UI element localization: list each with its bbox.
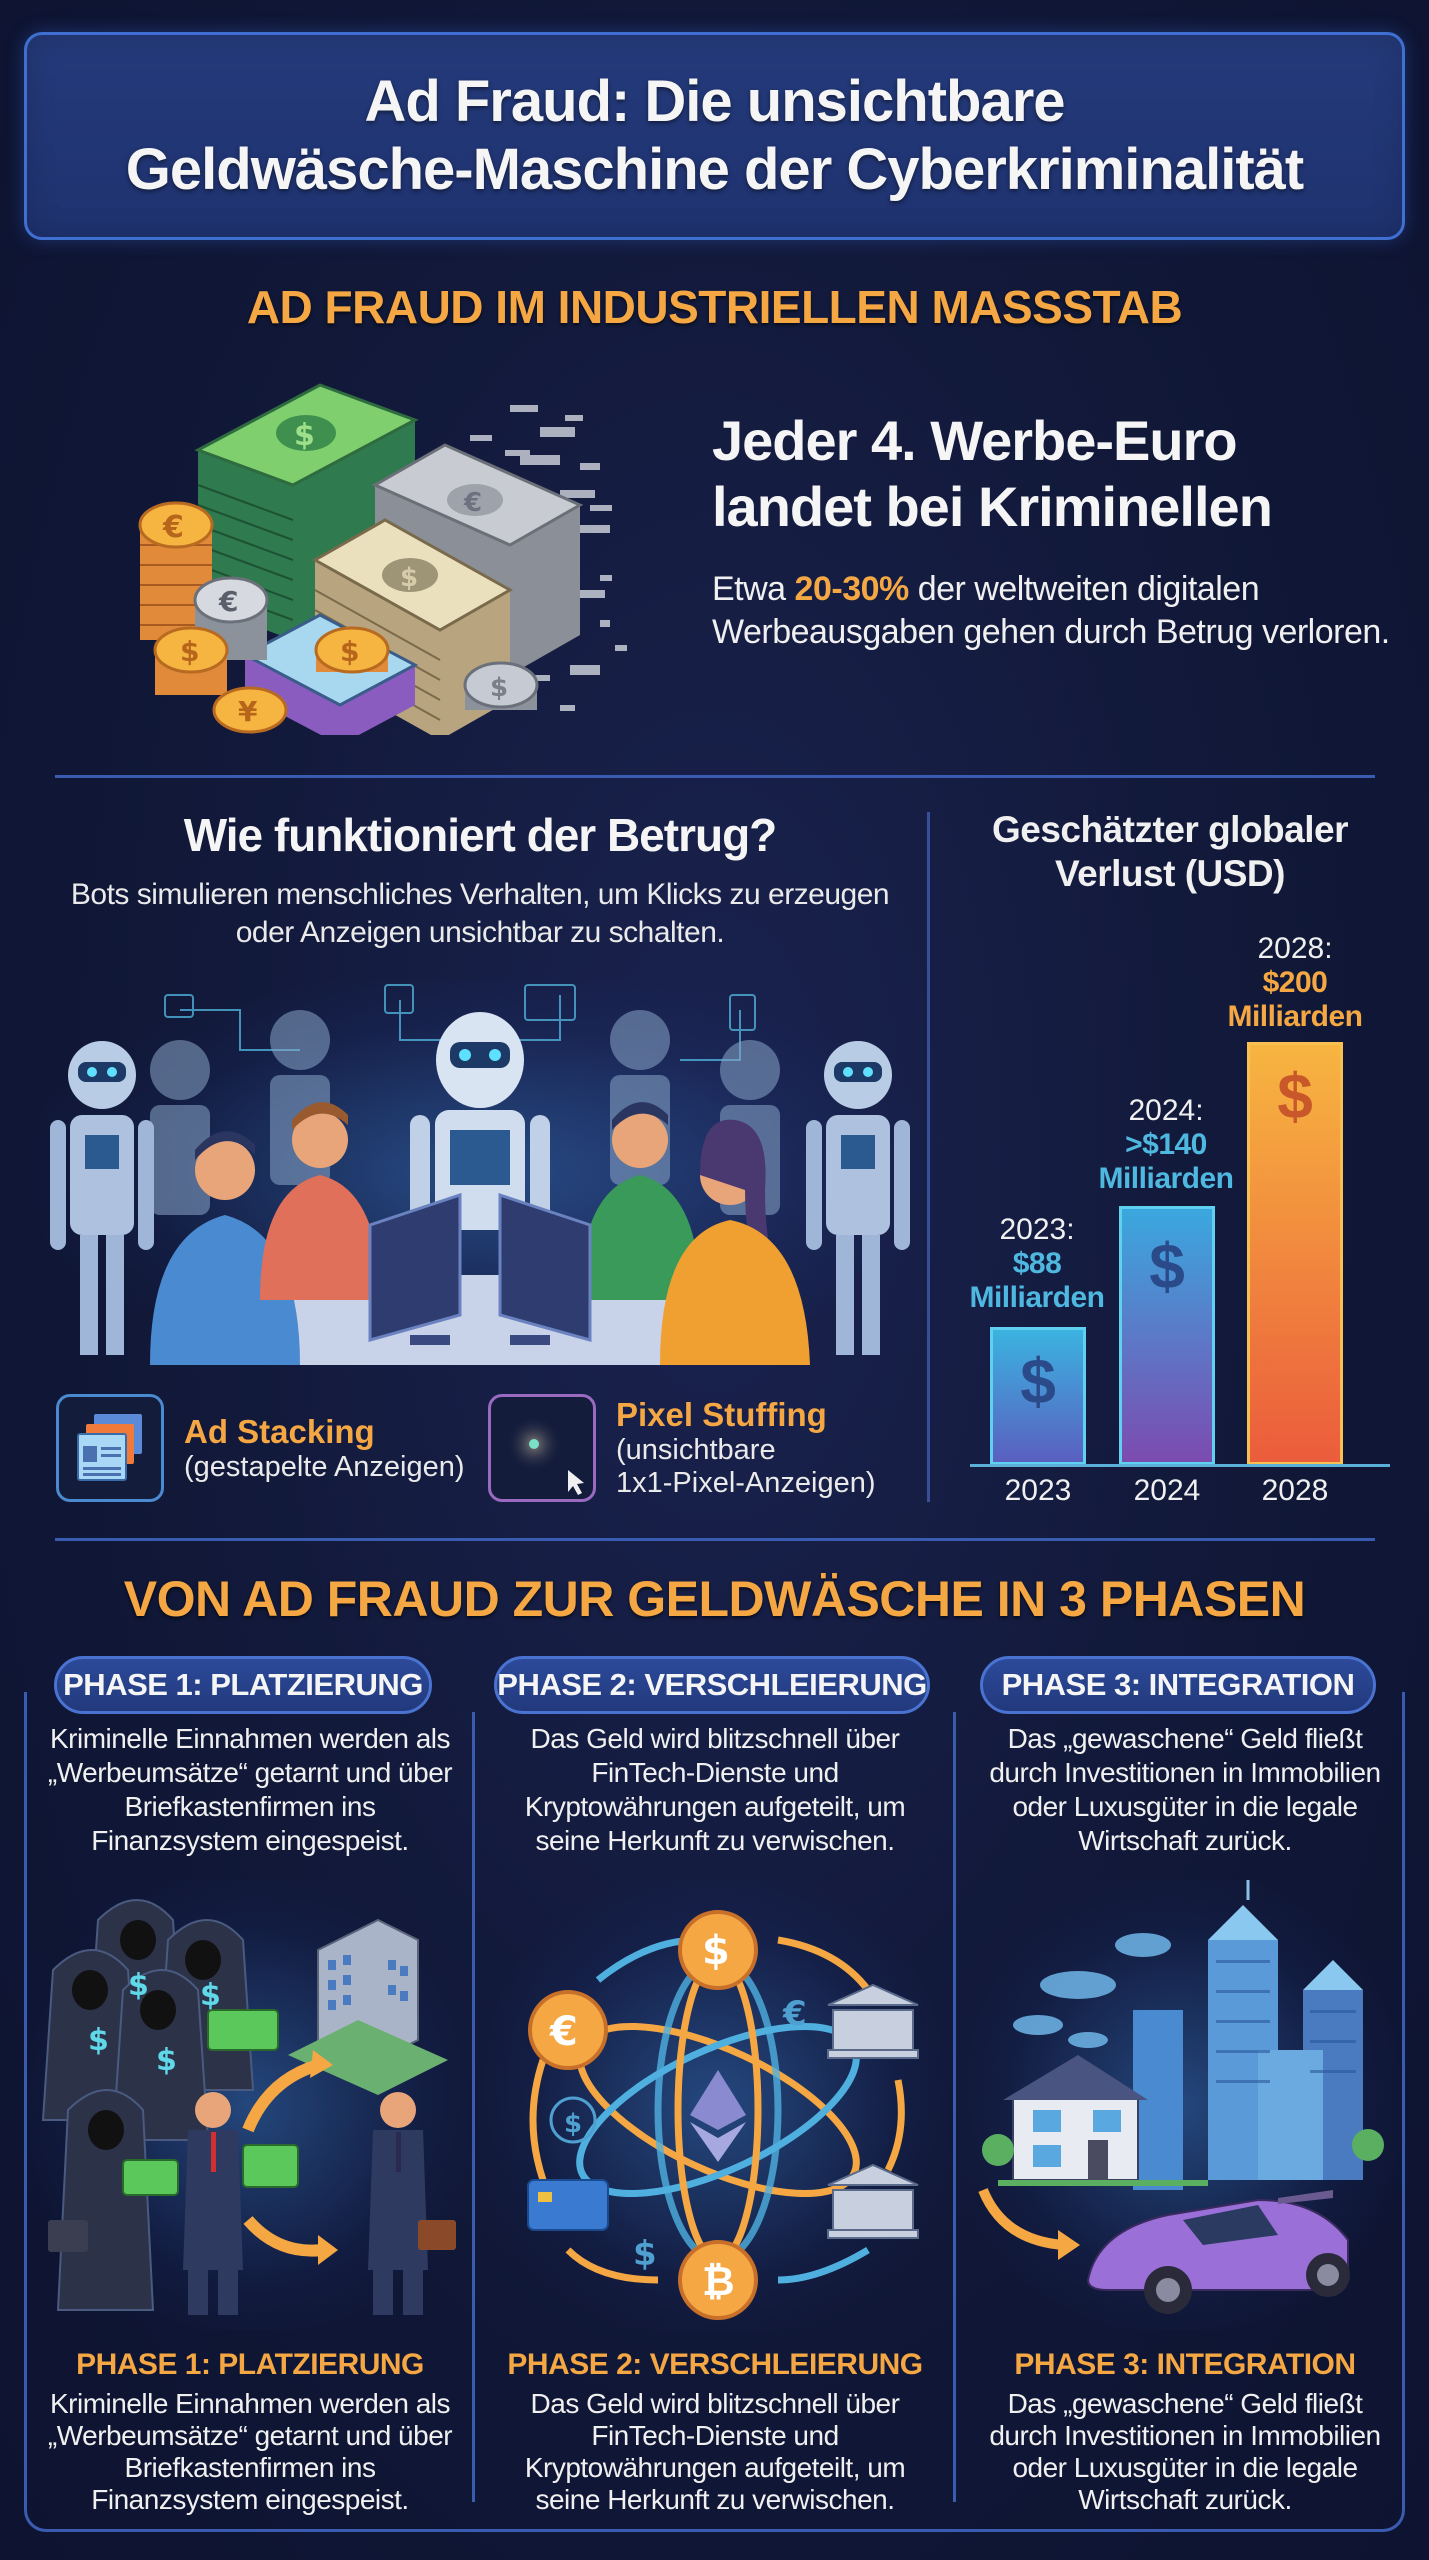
phase-3-pill: PHASE 3: INTEGRATION [980, 1656, 1376, 1714]
phase-2-pill: PHASE 2: VERSCHLEIERUNG [494, 1656, 930, 1714]
phase-3-illustration [958, 1880, 1402, 2330]
stat-headline-line-2: landet bei Kriminellen [712, 475, 1273, 538]
ad-stacking-icon-box [56, 1394, 164, 1502]
dollar-icon: $ [1149, 1230, 1185, 1302]
pixel-stuffing-subtitle-1: (unsichtbare [616, 1434, 776, 1466]
bar-label-2023-value: $88 [1012, 1247, 1062, 1280]
svg-text:₿: ₿ [702, 2259, 735, 2305]
phases-frame [24, 1692, 1405, 2532]
bar-label-2023: 2023: $88 Milliarden [967, 1213, 1107, 1315]
bar-label-2024-value: >$140 [1125, 1128, 1207, 1161]
phase-2-footer-title: PHASE 2: VERSCHLEIERUNG [507, 2348, 923, 2381]
how-title: Wie funktioniert der Betrug? [183, 809, 778, 861]
chart-x-axis [970, 1464, 1390, 1467]
stat-body-prefix: Etwa [712, 570, 795, 608]
section-heading-phases: VON AD FRAUD ZUR GELDWÄSCHE IN 3 PHASEN [123, 1571, 1306, 1627]
svg-text:$: $ [633, 2234, 657, 2274]
phase-divider-1 [472, 1712, 475, 2502]
stat-highlight-percentage: 20-30% [794, 570, 910, 608]
ad-stacking-subtitle: (gestapelte Anzeigen) [184, 1450, 465, 1483]
page-title-line-2: Geldwäsche-Maschine der Cyberkriminalitä… [125, 137, 1304, 202]
svg-text:$: $ [490, 673, 508, 703]
phase-1-footer-title: PHASE 1: PLATZIERUNG [76, 2348, 424, 2381]
svg-text:$: $ [88, 2023, 109, 2058]
dollar-icon: $ [1277, 1060, 1313, 1132]
svg-text:$: $ [400, 563, 418, 593]
robots-and-people-icon [50, 984, 910, 1365]
bar-label-2024: 2024: >$140 Milliarden [1096, 1094, 1236, 1196]
bar-2023: $ [990, 1327, 1086, 1465]
x-tick-2028: 2028 [1261, 1474, 1329, 1507]
phase-divider-2 [953, 1712, 956, 2502]
pixel-stuffing-icon-box [488, 1394, 596, 1502]
dollar-icon: $ [1020, 1345, 1056, 1417]
title-banner: Ad Fraud: Die unsichtbare Geldwäsche-Mas… [24, 32, 1405, 240]
bar-label-2028-year: 2028: [1257, 932, 1333, 965]
pixel-stuffing-title: Pixel Stuffing [616, 1396, 827, 1433]
x-tick-2023: 2023 [1004, 1474, 1072, 1507]
phase-2-illustration: $ € ₿ $ $ € [478, 1880, 950, 2330]
svg-text:$: $ [340, 635, 359, 668]
svg-text:$: $ [128, 1968, 149, 2003]
ad-stacking-title: Ad Stacking [184, 1412, 375, 1450]
stat-headline: Jeder 4. Werbe-Euro landet bei Kriminell… [712, 408, 1392, 540]
bar-label-2028: 2028: $200 Milliarden [1225, 932, 1365, 1034]
bar-label-2024-unit: Milliarden [1098, 1162, 1234, 1195]
svg-text:€: € [218, 585, 238, 618]
bar-label-2028-value: $200 [1262, 966, 1328, 999]
stat-body-suffix: der weltweiten digitalen Werbeausgaben g… [712, 570, 1390, 651]
svg-text:€: € [162, 510, 184, 545]
stat-headline-line-1: Jeder 4. Werbe-Euro [712, 409, 1238, 472]
svg-text:$: $ [564, 2109, 582, 2139]
hooded-criminals-icon: $ $ $ $ [41, 1899, 456, 2315]
bar-label-2024-year: 2024: [1128, 1094, 1204, 1127]
phase-2-footer-body: Das Geld wird blitzschnell über FinTech-… [524, 2388, 906, 2515]
stacked-windows-icon [77, 1414, 142, 1481]
section-heading-scale: AD FRAUD IM INDUSTRIELLEN MASSSTAB [246, 281, 1183, 333]
bar-label-2023-year: 2023: [999, 1213, 1075, 1246]
section-divider-2 [55, 1538, 1375, 1541]
bar-label-2028-unit: Milliarden [1227, 1000, 1363, 1033]
bar-2028: $ [1247, 1042, 1343, 1465]
phase-1-footer-body: Kriminelle Einnahmen werden als „Werbeum… [47, 2388, 453, 2515]
svg-text:$: $ [180, 635, 199, 668]
svg-text:$: $ [156, 2043, 177, 2078]
realestate-car-icon [978, 1880, 1384, 2314]
chart-title: Geschätzter globaler Verlust (USD) [991, 809, 1349, 894]
pixel-stuffing-subtitle-2: 1x1-Pixel-Anzeigen) [616, 1467, 876, 1499]
bar-label-2023-unit: Milliarden [969, 1281, 1105, 1314]
how-description: Bots simulieren menschliches Verhalten, … [70, 878, 890, 949]
svg-text:¥: ¥ [238, 695, 258, 728]
svg-text:$: $ [200, 1978, 221, 2013]
pixel-cursor-icon [506, 1416, 584, 1495]
money-stacks-dissolving-icon: $ € $ € € $ [138, 383, 627, 745]
bar-2024: $ [1119, 1206, 1215, 1465]
stat-body: Etwa 20-30% der weltweiten digitalen Wer… [712, 568, 1392, 654]
technique-pixel-stuffing: Pixel Stuffing (unsichtbare 1x1-Pixel-An… [488, 1394, 876, 1502]
svg-text:€: € [463, 488, 482, 518]
crypto-flow-icon: $ € ₿ $ $ € [527, 1910, 919, 2320]
section-divider-1 [55, 775, 1375, 778]
phase-3-footer-body: Das „gewaschene“ Geld fließt durch Inves… [989, 2388, 1381, 2515]
phase-1-illustration: $ $ $ $ [28, 1880, 470, 2330]
phase-1-pill: PHASE 1: PLATZIERUNG [54, 1656, 432, 1714]
svg-text:$: $ [294, 418, 315, 453]
technique-ad-stacking: Ad Stacking (gestapelte Anzeigen) [56, 1394, 465, 1502]
phase-1-description: Kriminelle Einnahmen werden als „Werbeum… [47, 1723, 453, 1856]
phase-3-description: Das „gewaschene“ Geld fließt durch Inves… [989, 1723, 1381, 1856]
column-divider [927, 812, 930, 1502]
bots-illustration [40, 980, 920, 1365]
page-title-line-1: Ad Fraud: Die unsichtbare [364, 69, 1065, 134]
x-tick-2024: 2024 [1133, 1474, 1201, 1507]
phase-3-footer-title: PHASE 3: INTEGRATION [1014, 2348, 1356, 2381]
svg-text:€: € [549, 2009, 578, 2055]
svg-text:€: € [782, 1994, 807, 2034]
money-stacks-illustration: $ € $ € € $ [110, 375, 650, 745]
phase-2-description: Das Geld wird blitzschnell über FinTech-… [524, 1723, 906, 1856]
svg-text:$: $ [702, 1928, 730, 1974]
